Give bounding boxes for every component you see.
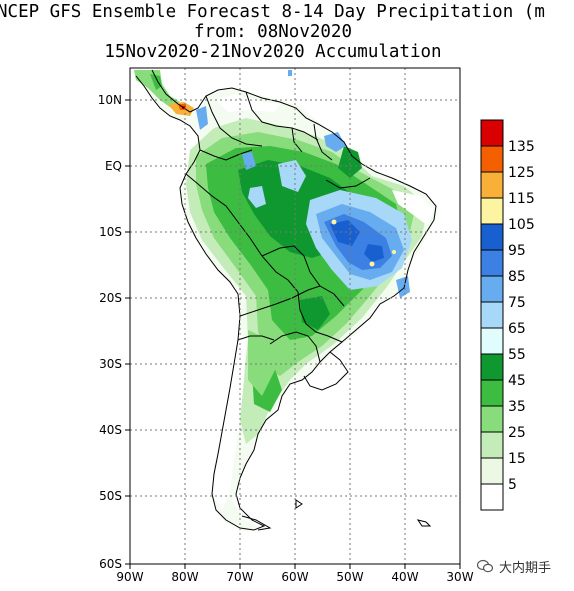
legend-swatch <box>480 275 504 303</box>
legend-swatch <box>480 197 504 225</box>
legend-swatch <box>480 119 504 147</box>
legend-label: 55 <box>508 347 526 363</box>
lat-label: 10N <box>98 93 122 107</box>
legend-swatch <box>480 171 504 199</box>
lon-label: 40W <box>391 570 418 584</box>
gridlines <box>130 68 460 564</box>
precip-fields <box>134 70 438 532</box>
watermark-text: 大内期手 <box>499 560 552 576</box>
lon-label: 30W <box>446 570 473 584</box>
wechat-icon <box>477 559 493 573</box>
chart-title-line2: from: 08Nov2020 <box>193 22 353 42</box>
lat-label: 30S <box>99 357 122 371</box>
legend-label: 15 <box>508 451 526 467</box>
legend-label: 115 <box>508 191 535 207</box>
lat-label: 10S <box>99 225 122 239</box>
legend-swatch <box>480 457 504 485</box>
legend-swatch <box>480 405 504 433</box>
legend-label: 35 <box>508 399 526 415</box>
longitude-labels: 90W 80W 70W 60W 50W 40W 30W <box>116 570 473 584</box>
lat-label: 20S <box>99 291 122 305</box>
legend-label: 45 <box>508 373 526 389</box>
legend-label: 25 <box>508 425 526 441</box>
lon-label: 90W <box>116 570 143 584</box>
legend-label: 85 <box>508 269 526 285</box>
coastlines <box>135 69 437 531</box>
legend-swatch <box>480 301 504 329</box>
axis-ticks <box>125 99 461 569</box>
legend-swatch <box>480 223 504 251</box>
legend-swatch <box>480 431 504 459</box>
lat-label: 50S <box>99 489 122 503</box>
color-legend: 135 125 115 105 95 85 75 65 55 45 35 25 15 5 <box>480 119 535 511</box>
legend-label: 75 <box>508 295 526 311</box>
legend-swatch <box>480 249 504 277</box>
lat-label: 60S <box>99 557 122 571</box>
chart-title-line3: 15Nov2020-21Nov2020 Accumulation <box>104 42 442 62</box>
legend-swatch <box>480 353 504 381</box>
lon-label: 60W <box>281 570 308 584</box>
legend-label: 65 <box>508 321 526 337</box>
watermark: 大内期手 <box>477 555 551 577</box>
lon-label: 50W <box>336 570 363 584</box>
legend-swatch <box>480 483 504 511</box>
lon-label: 80W <box>171 570 198 584</box>
legend-label: 135 <box>508 139 535 155</box>
legend-label: 125 <box>508 165 535 181</box>
legend-swatch <box>480 327 504 355</box>
legend-label: 105 <box>508 217 535 233</box>
lat-label: 40S <box>99 423 122 437</box>
legend-swatch <box>480 145 504 173</box>
chart-title-line1: NCEP GFS Ensemble Forecast 8-14 Day Prec… <box>0 2 545 22</box>
lat-label: EQ <box>105 159 122 173</box>
legend-swatch <box>480 379 504 407</box>
latitude-labels: 10N EQ 10S 20S 30S 40S 50S 60S <box>98 93 122 571</box>
legend-label: 5 <box>508 477 517 493</box>
lon-label: 70W <box>226 570 253 584</box>
legend-label: 95 <box>508 243 526 259</box>
